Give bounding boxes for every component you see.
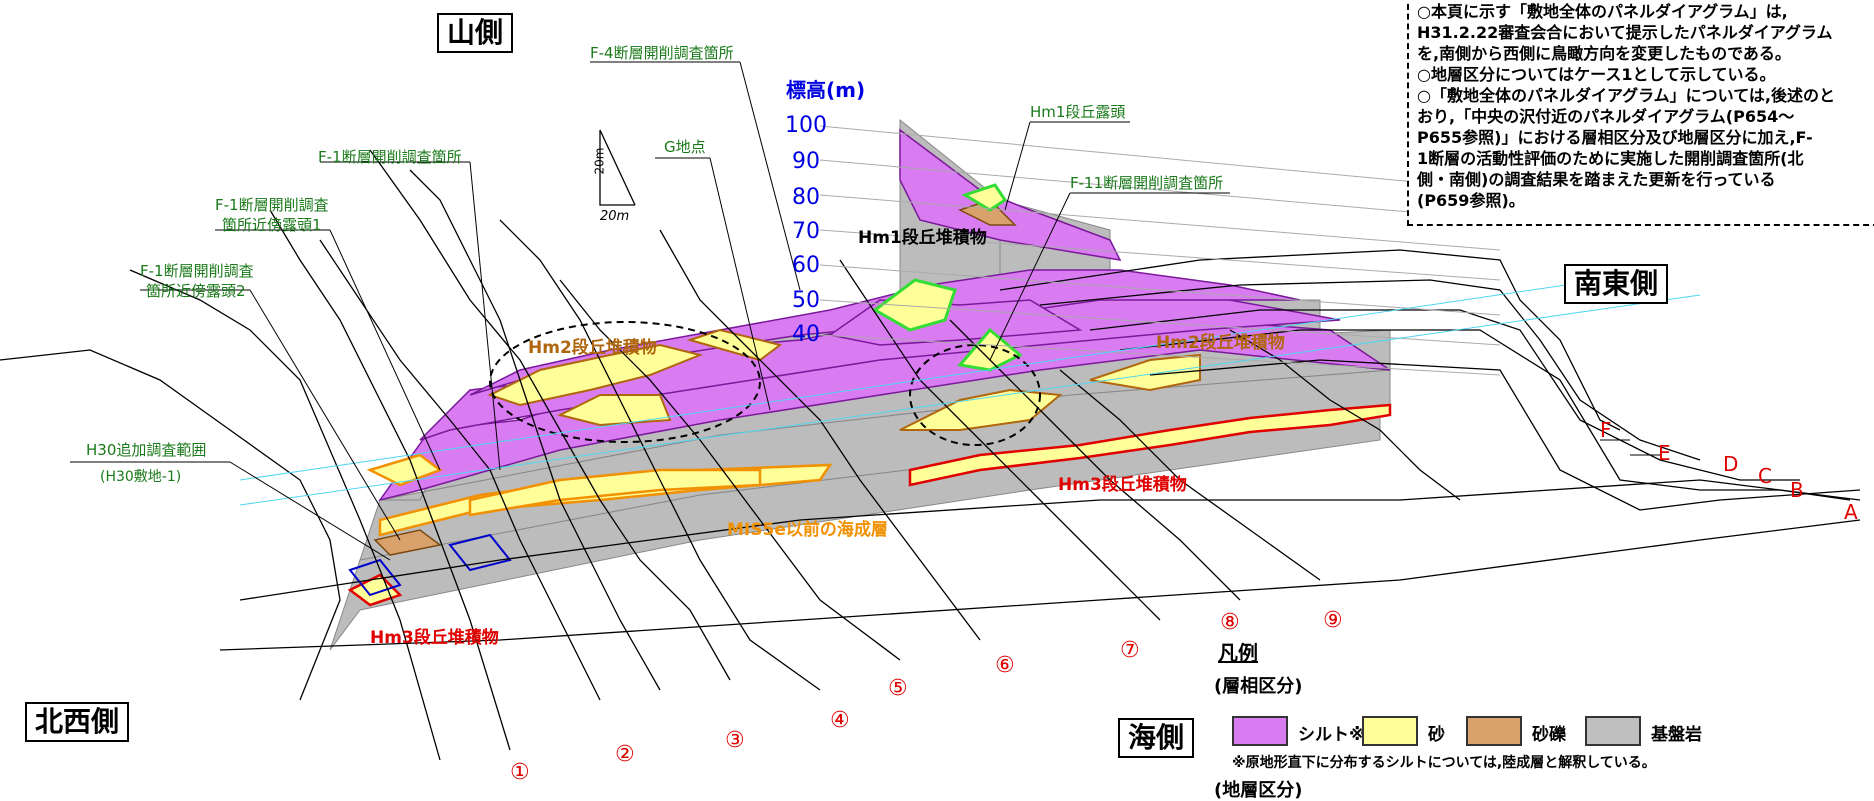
section-number: ⑨: [1323, 608, 1343, 633]
callout-f11: F-11断層開削調査箇所: [1070, 174, 1224, 192]
elevation-label: 標高(m): [786, 78, 866, 102]
note-line: ○「敷地全体のパネルダイアグラム」については,後述のと: [1417, 86, 1835, 105]
elevation-tick: 40: [792, 322, 820, 347]
note-line: H31.2.22審査会合において提示したパネルダイアグラム: [1417, 23, 1833, 42]
legend-bottom-cut: (地層区分): [1214, 780, 1303, 801]
elevation-tick: 50: [792, 288, 820, 313]
note-line: (P659参照)。: [1417, 191, 1525, 210]
section-number: ⑤: [888, 676, 908, 701]
note-line: 1断層の活動性評価のために実施した開削調査箇所(北: [1417, 149, 1804, 168]
callout-f1-outcrop2: F-1断層開削調査: [140, 262, 254, 280]
deposit-hm3-right: Hm3段丘堆積物: [1058, 475, 1187, 495]
callout-h30: H30追加調査範囲: [86, 441, 207, 459]
dashed-ellipses: [489, 321, 1041, 446]
legend-footnote: ※原地形直下に分布するシルトについては,陸成層と解釈している。: [1232, 755, 1656, 771]
section-letter: E: [1658, 441, 1671, 465]
note-line: P655参照)」における層相区分及び地層区分に加え,F-: [1417, 128, 1813, 147]
section-number: ⑧: [1220, 610, 1240, 635]
callout-f1-outcrop1: F-1断層開削調査: [215, 196, 329, 214]
deposit-hm1: Hm1段丘堆積物: [858, 228, 987, 248]
elevation-tick: 90: [792, 149, 820, 174]
section-letter: B: [1790, 478, 1804, 502]
sand-layers-brown: [487, 328, 1201, 431]
deposit-hm2-left: Hm2段丘堆積物: [528, 338, 657, 358]
note-line: おり,「中央の沢付近のパネルダイアグラム(P654～: [1417, 107, 1795, 126]
callout-g-point: G地点: [664, 138, 706, 156]
cyan-lines: [239, 279, 1701, 506]
scale-vertical-label: 20m: [592, 147, 607, 175]
callout-f1: F-1断層開削調査箇所: [318, 148, 462, 166]
legend-swatch-bedrock: [1585, 716, 1641, 746]
legend-swatch-silt: [1232, 716, 1288, 746]
legend-subtitle: (層相区分): [1214, 676, 1303, 697]
legend-label-bedrock: 基盤岩: [1651, 725, 1702, 745]
hm1-outlines: [872, 183, 1023, 372]
sand-layers: [366, 453, 833, 537]
callout-f1-outcrop2: 箇所近傍露頭2: [146, 282, 246, 300]
scale-horizontal-label: 20m: [600, 209, 630, 224]
elevation-gridlines: [819, 125, 1501, 376]
profile-lines: [0, 149, 1861, 761]
northwest-side-label: 北西側: [25, 702, 130, 742]
deposit-hm3-left: Hm3段丘堆積物: [370, 628, 499, 648]
note-line: ○地層区分についてはケース1として示している。: [1417, 65, 1776, 84]
elevation-tick: 80: [792, 185, 820, 210]
legend-swatch-gravel: [1466, 716, 1522, 746]
section-number: ⑥: [995, 653, 1015, 678]
section-letter: F: [1600, 418, 1612, 442]
legend-swatch-sand: [1362, 716, 1418, 746]
sea-side-label: 海側: [1118, 718, 1195, 758]
legend-label-sand: 砂: [1428, 725, 1445, 745]
elevation-tick: 100: [785, 113, 827, 138]
note-line: 側・南側)の調査結果を踏まえた更新を行っている: [1417, 170, 1776, 189]
legend-label-silt: シルト※: [1298, 725, 1366, 745]
note-line: ○本頁に示す「敷地全体のパネルダイアグラム」は,: [1417, 2, 1788, 21]
section-number: ②: [615, 742, 635, 767]
section-number: ④: [830, 708, 850, 733]
deposit-hm2-right: Hm2段丘堆積物: [1156, 333, 1285, 353]
notes-box: ○本頁に示す「敷地全体のパネルダイアグラム」は, H31.2.22審査会合におい…: [1407, 0, 1874, 226]
elevation-tick: 70: [792, 219, 820, 244]
leader-lines: [70, 61, 1660, 561]
callout-f1-outcrop1: 箇所近傍露頭1: [222, 216, 322, 234]
section-number: ⑦: [1120, 638, 1140, 663]
deposit-mis5e: MIS5e以前の海成層: [727, 520, 888, 540]
section-number: ①: [510, 760, 530, 785]
blue-outlines: [348, 533, 512, 597]
section-letter: A: [1844, 500, 1858, 524]
legend-label-gravel: 砂礫: [1532, 725, 1566, 745]
section-letter: C: [1758, 464, 1772, 488]
mountain-side-label: 山側: [437, 13, 514, 53]
legend-title: 凡例: [1218, 641, 1258, 665]
elevation-tick: 60: [792, 253, 820, 278]
note-line: を,南側から西側に鳥瞰方向を変更したものである。: [1417, 44, 1791, 63]
section-letter: D: [1723, 452, 1739, 476]
section-number: ③: [725, 728, 745, 753]
callout-f4: F-4断層開削調査箇所: [590, 44, 734, 62]
callout-h30-sub: (H30敷地-1): [100, 469, 182, 485]
scale-triangle: [599, 129, 636, 206]
southeast-side-label: 南東側: [1564, 264, 1669, 304]
callout-hm1-outcrop: Hm1段丘露頭: [1030, 103, 1126, 121]
sand-layers-red: [347, 403, 1392, 607]
